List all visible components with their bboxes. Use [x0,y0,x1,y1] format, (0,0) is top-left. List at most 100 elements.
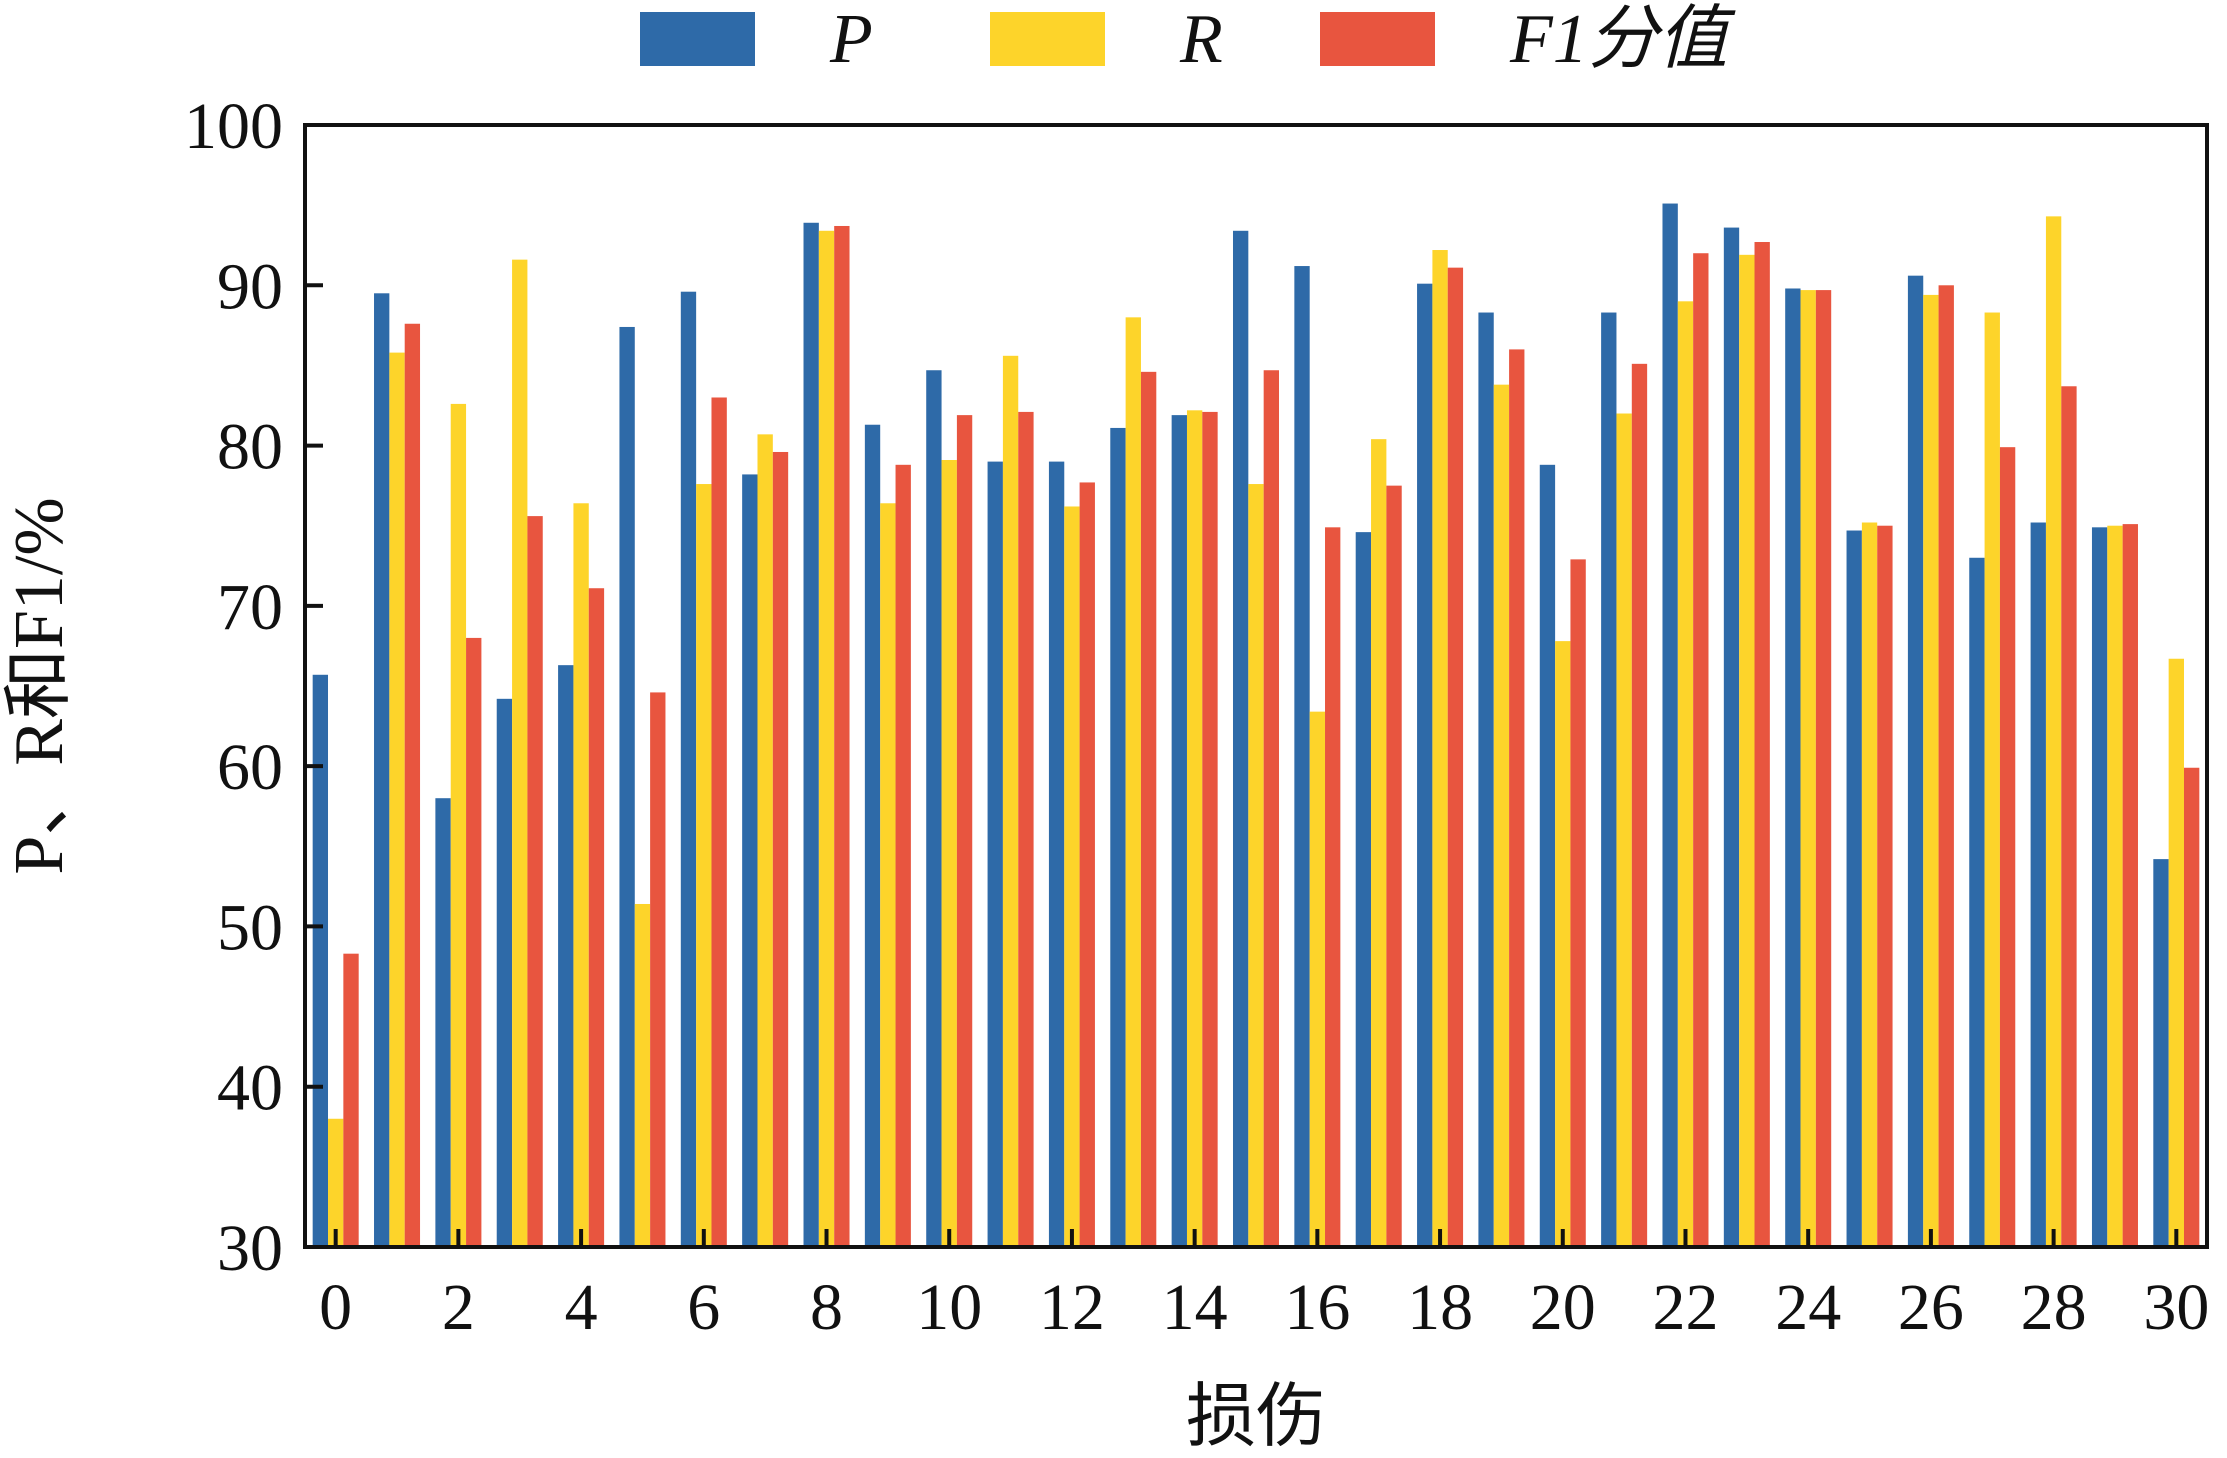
bar-r-17 [1371,439,1387,1247]
bar-p-4 [558,665,574,1247]
bar-p-9 [864,424,881,1248]
bar-p-21 [1601,312,1617,1247]
bars [312,203,2200,1248]
bar-r-16 [1309,711,1326,1247]
bar-f1-25 [1877,525,1893,1247]
bar-r-28 [2045,216,2062,1248]
bar-f1-20 [1570,559,1586,1247]
bar-r-14 [1186,410,1203,1247]
bar-f1-27 [1999,447,2016,1247]
x-tick-label: 8 [810,1271,843,1344]
bar-f1-23 [1754,242,1770,1247]
bar-f1-12 [1079,482,1095,1247]
bar-p-25 [1846,530,1862,1247]
bar-f1-22 [1693,253,1709,1248]
x-tick-label: 24 [1775,1271,1841,1344]
bar-p-3 [496,698,513,1247]
legend-label-p: P [829,1,873,78]
bar-f1-9 [895,464,911,1247]
bar-p-17 [1355,532,1372,1247]
bar-f1-19 [1509,349,1525,1247]
plot-frame [303,123,2209,1249]
bar-f1-16 [1325,527,1341,1247]
y-tick-label: 100 [184,90,283,163]
bar-p-5 [619,326,635,1248]
bar-p-15 [1232,230,1249,1248]
bar-p-1 [374,293,390,1247]
y-tick-label: 30 [217,1212,283,1285]
bar-r-19 [1493,384,1510,1247]
bar-f1-21 [1631,363,1648,1248]
bar-p-11 [987,461,1003,1248]
legend-label-r: R [1179,1,1223,78]
bar-r-12 [1064,506,1080,1248]
bar-f1-30 [2183,767,2200,1247]
bar-r-29 [2107,525,2123,1247]
bar-r-22 [1677,301,1694,1247]
bar-r-27 [1984,312,2000,1247]
bar-r-30 [2168,658,2184,1247]
bar-r-1 [389,352,405,1247]
x-tick-label: 14 [1162,1271,1228,1344]
bar-f1-0 [343,953,359,1247]
legend-label-f1: F1分值 [1509,1,1736,78]
x-tick-label: 30 [2143,1271,2209,1344]
y-axis: 30 40 50 60 70 80 90 100 [184,90,323,1285]
bar-r-24 [1800,290,1816,1248]
y-tick-label: 50 [217,891,283,964]
bar-r-18 [1432,250,1448,1247]
bar-r-10 [941,460,957,1247]
x-tick-label: 20 [1530,1271,1596,1344]
bar-p-16 [1294,266,1310,1247]
bar-p-29 [2091,527,2108,1247]
bar-f1-15 [1263,370,1280,1247]
bar-p-26 [1907,275,1924,1247]
bar-p-14 [1171,415,1187,1247]
bar-r-9 [880,503,896,1247]
bar-p-0 [312,674,329,1247]
bar-f1-29 [2122,524,2138,1247]
bar-r-7 [757,434,773,1248]
bar-p-22 [1662,203,1678,1247]
bar-f1-14 [1202,411,1218,1247]
bar-r-0 [328,1118,344,1247]
bar-r-23 [1739,254,1755,1247]
bar-r-5 [634,903,651,1247]
bar-p-24 [1785,288,1801,1247]
bar-f1-1 [404,323,421,1247]
bar-f1-7 [772,451,789,1248]
bar-f1-26 [1938,285,1954,1247]
y-tick-label: 60 [217,731,283,804]
bar-p-2 [435,798,451,1247]
legend-swatch-r [990,12,1105,66]
bar-f1-11 [1018,411,1034,1247]
bar-f1-18 [1447,267,1464,1247]
y-tick-label: 90 [217,250,283,323]
bar-r-15 [1248,484,1264,1247]
bar-r-6 [696,484,712,1247]
bar-p-27 [1969,557,1985,1247]
bar-r-3 [512,259,528,1247]
x-axis-label: 损伤 [1186,1379,1326,1456]
x-tick-label: 12 [1039,1271,1105,1344]
bar-f1-10 [956,415,973,1247]
legend-swatch-f1 [1320,12,1435,66]
bar-p-12 [1048,461,1065,1248]
x-tick-label: 16 [1284,1271,1350,1344]
bar-r-8 [818,230,835,1248]
bar-f1-17 [1386,485,1402,1247]
legend-swatch-p [640,12,755,66]
bar-p-30 [2153,859,2169,1247]
bar-p-19 [1478,312,1494,1247]
bar-r-20 [1555,641,1571,1247]
bar-p-10 [926,370,942,1247]
x-tick-label: 10 [916,1271,982,1344]
x-tick-label: 0 [319,1271,352,1344]
x-tick-label: 26 [1898,1271,1964,1344]
bar-p-8 [803,222,819,1247]
bar-r-25 [1861,522,1878,1247]
bar-p-20 [1539,464,1556,1247]
x-tick-label: 22 [1652,1271,1718,1344]
bar-r-4 [573,503,589,1247]
